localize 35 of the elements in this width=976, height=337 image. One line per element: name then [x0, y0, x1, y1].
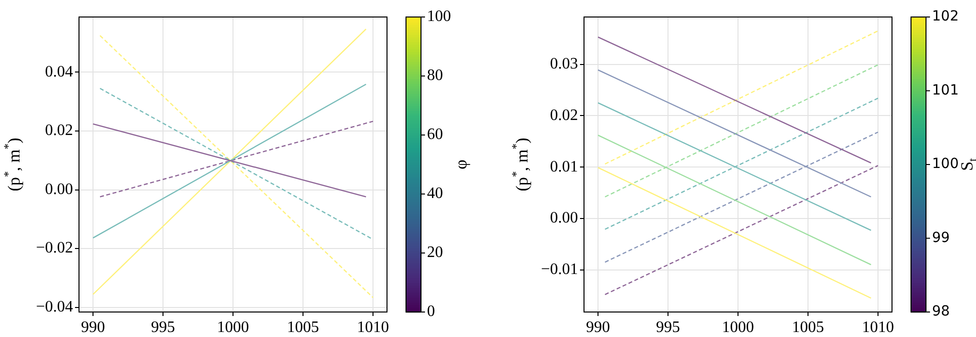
y-tick-label: 0.02 — [550, 106, 578, 124]
color-bar-label: 100 — [427, 8, 451, 26]
y-axis-title: (p*, m*) — [509, 138, 532, 192]
color-bar-title: St — [957, 157, 976, 171]
y-tick-label: −0.02 — [36, 240, 73, 257]
x-tick-label: 1000 — [722, 318, 754, 336]
color-bar-label: 100 — [932, 156, 959, 172]
color-bar-title: φ — [451, 159, 470, 170]
x-tick-label: 1005 — [792, 318, 824, 336]
color-bar-label: 99 — [932, 230, 950, 246]
y-tick-label: 0.04 — [45, 63, 73, 80]
x-tick-label: 1010 — [862, 318, 894, 336]
y-tick-label: 0.03 — [550, 55, 578, 72]
color-bar-label: 60 — [427, 126, 443, 144]
y-tick-label: 0.00 — [45, 180, 73, 198]
y-tick-label: −0.04 — [36, 298, 73, 316]
color-bar-label: 102 — [932, 8, 959, 25]
x-tick-label: 995 — [151, 318, 175, 336]
y-axis-title: (p*, m*) — [1, 138, 24, 192]
color-bar-label: 101 — [932, 82, 959, 98]
color-bar-label: 0 — [427, 303, 435, 320]
color-bar-label: 80 — [427, 67, 443, 84]
x-tick-label: 990 — [81, 318, 105, 336]
y-tick-label: 0.00 — [550, 210, 578, 227]
x-tick-label: 1010 — [357, 318, 389, 336]
color-bar-label: 20 — [427, 244, 443, 262]
y-tick-label: 0.01 — [550, 158, 578, 176]
color-bar-label: 40 — [427, 185, 443, 202]
y-tick-label: 0.02 — [45, 122, 73, 140]
y-tick-label: −0.01 — [540, 261, 578, 278]
x-tick-label: 1000 — [217, 318, 249, 336]
color-bar-label: 98 — [932, 304, 950, 320]
x-tick-label: 995 — [656, 318, 680, 336]
x-tick-label: 1005 — [287, 318, 319, 336]
x-tick-label: 990 — [586, 318, 610, 336]
